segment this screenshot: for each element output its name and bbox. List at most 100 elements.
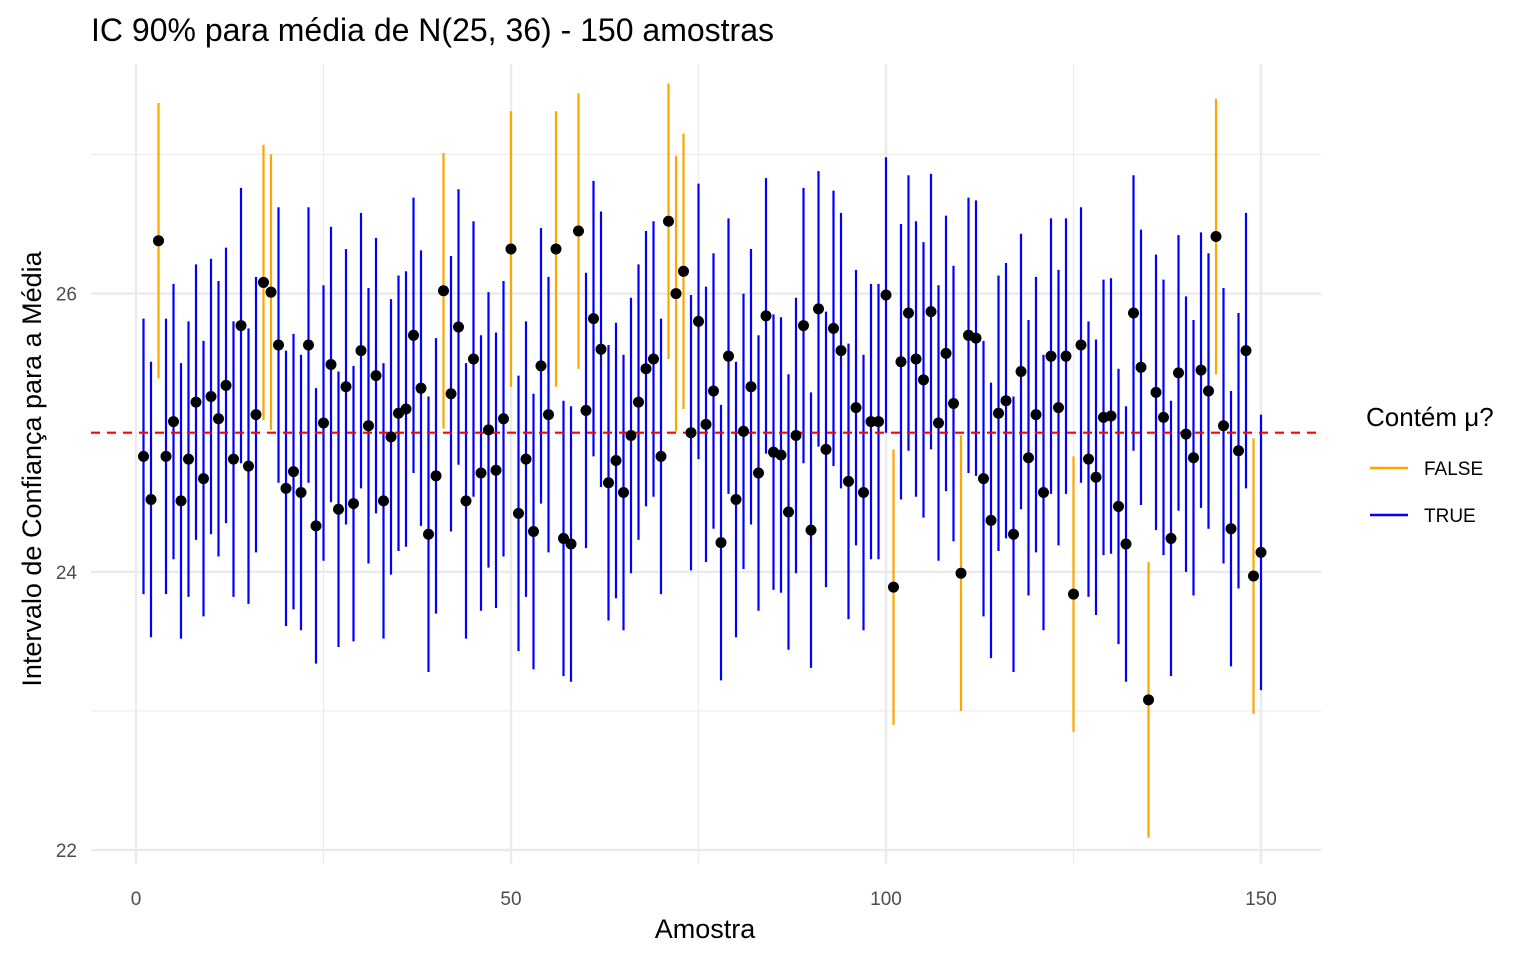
mean-point	[625, 429, 637, 441]
mean-point	[1255, 546, 1267, 558]
mean-point	[985, 514, 997, 526]
x-tick-label: 0	[131, 889, 142, 910]
mean-point	[790, 429, 802, 441]
mean-point	[408, 329, 419, 341]
mean-point	[378, 495, 389, 507]
mean-point	[1210, 231, 1222, 243]
mean-point	[265, 286, 277, 298]
mean-point	[430, 470, 442, 482]
mean-point	[573, 225, 584, 237]
x-axis-title: Amostra	[655, 914, 757, 944]
mean-point	[910, 353, 922, 365]
mean-point	[1038, 487, 1049, 499]
mean-point	[340, 381, 352, 393]
mean-point	[438, 285, 449, 297]
mean-point	[1143, 694, 1154, 706]
mean-point	[498, 413, 509, 425]
mean-point	[460, 495, 472, 507]
mean-point	[858, 487, 869, 499]
mean-point	[1060, 350, 1072, 362]
mean-point	[663, 215, 674, 227]
mean-point	[153, 235, 164, 247]
mean-point	[138, 450, 149, 462]
mean-point	[1248, 570, 1259, 582]
mean-point	[828, 322, 839, 334]
mean-point	[1203, 385, 1214, 397]
mean-point	[505, 243, 517, 255]
mean-point	[603, 477, 614, 489]
mean-point	[723, 350, 734, 362]
mean-point	[273, 339, 284, 351]
mean-point	[250, 409, 262, 421]
mean-point	[993, 407, 1004, 419]
mean-point	[633, 396, 644, 408]
mean-point	[708, 385, 719, 397]
mean-point	[325, 359, 337, 371]
mean-point	[873, 416, 884, 428]
mean-point	[1233, 445, 1244, 457]
mean-point	[1120, 538, 1132, 550]
mean-point	[550, 243, 562, 255]
y-tick-label: 22	[56, 841, 77, 862]
mean-point	[595, 343, 607, 355]
mean-point	[1128, 307, 1139, 319]
mean-point	[370, 370, 382, 382]
chart-title: IC 90% para média de N(25, 36) - 150 amo…	[91, 12, 774, 48]
x-tick-label: 150	[1245, 889, 1277, 910]
mean-point	[175, 495, 187, 507]
mean-point	[363, 420, 374, 432]
legend: Contém μ? FALSE TRUE	[1366, 402, 1494, 527]
mean-point	[843, 475, 854, 487]
mean-point	[888, 581, 899, 593]
mean-point	[1105, 410, 1117, 422]
mean-point	[1188, 452, 1199, 464]
mean-point	[1158, 411, 1169, 423]
mean-point	[243, 460, 254, 472]
mean-point	[490, 464, 502, 476]
legend-label-false: FALSE	[1424, 459, 1483, 480]
x-tick-label: 100	[870, 889, 902, 910]
mean-point	[1173, 367, 1184, 379]
mean-point	[648, 353, 659, 365]
mean-point	[745, 381, 757, 393]
mean-point	[333, 503, 344, 515]
mean-point	[198, 473, 209, 485]
mean-point	[1083, 453, 1094, 465]
mean-point	[1023, 452, 1034, 464]
mean-point	[1068, 588, 1079, 600]
mean-point	[513, 507, 524, 519]
mean-point	[1030, 409, 1042, 421]
mean-point	[190, 396, 202, 408]
mean-point	[385, 431, 397, 443]
x-tick-label: 50	[500, 889, 521, 910]
mean-point	[483, 424, 494, 436]
legend-title: Contém μ?	[1366, 402, 1494, 432]
mean-point	[835, 345, 847, 357]
mean-point	[670, 288, 682, 300]
mean-point	[258, 276, 269, 288]
mean-point	[235, 320, 247, 332]
x-axis-ticks: 0 50 100 150	[131, 889, 1277, 910]
mean-point	[303, 339, 314, 351]
mean-point	[655, 450, 667, 462]
mean-point	[228, 453, 239, 465]
mean-point	[295, 487, 307, 499]
mean-point	[1008, 528, 1019, 540]
mean-point	[903, 307, 914, 319]
mean-point	[1135, 361, 1147, 373]
mean-point	[1150, 386, 1162, 398]
mean-point	[565, 538, 577, 550]
mean-point	[288, 466, 299, 478]
mean-point	[1218, 420, 1229, 432]
sample-means	[138, 215, 1267, 706]
mean-point	[445, 388, 457, 400]
mean-point	[168, 416, 179, 428]
mean-point	[918, 374, 929, 386]
mean-point	[700, 418, 712, 430]
mean-point	[543, 409, 554, 421]
mean-point	[423, 528, 434, 540]
mean-point	[850, 402, 862, 414]
mean-point	[310, 520, 322, 532]
mean-point	[1075, 339, 1087, 351]
mean-point	[475, 467, 487, 479]
